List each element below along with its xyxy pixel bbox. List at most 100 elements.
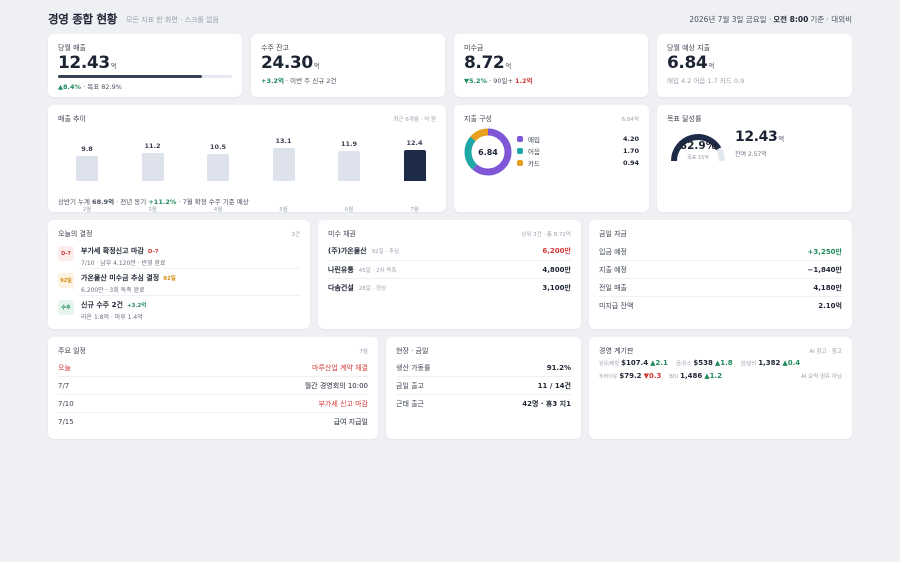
kpi-delta: ▼5.2% [464, 77, 488, 85]
header-time: 오전 8:00 [773, 14, 809, 24]
decision-title: 가온물산 미수금 추심 결정 [81, 274, 160, 282]
donut-slice [464, 128, 512, 176]
kpi-unit: 억 [313, 62, 320, 70]
schedule-row[interactable]: 7/15 급여 지급일 [58, 417, 368, 427]
econ-value: 1,382 [758, 359, 781, 367]
econ-line: 두바이유 $79.2 ▼0.3 BDI 1,486 ▲1.2 AI 요약 권유 아님 [599, 372, 842, 380]
bar-value-label: 11.2 [144, 141, 161, 150]
site-label: 생산 가동률 [396, 364, 431, 372]
schedule-row[interactable]: 7/7 월간 경영회의 10:00 [58, 381, 368, 391]
expense-donut-chart: 6.84 [464, 128, 512, 176]
site-value: 11 / 14건 [537, 382, 571, 390]
bar-value-label: 10.5 [209, 143, 227, 152]
receivable-row[interactable]: (주)가온물산 92일 · 추심 6,200만 [328, 246, 571, 256]
decision-item[interactable]: D-7 부가세 확정신고 마감 D-7 7/10 · 납부 4,120만 · 반영… [58, 246, 300, 267]
cash-row: 지출 예정 −1,840만 [599, 265, 842, 275]
receivable-row[interactable]: 다솜건설 28일 · 정상 3,100만 [328, 283, 571, 293]
today-decisions-card: 오늘의 결정 3건 D-7 부가세 확정신고 마감 D-7 7/10 · 납부 4… [48, 220, 310, 329]
schedule-row[interactable]: 오늘 마루산업 계약 체결 [58, 363, 368, 373]
kpi-note-text: · 90일+ [487, 77, 515, 85]
bar-value-label: 12.4 [406, 138, 423, 147]
schedule-date: 7/10 [58, 400, 74, 408]
econ-line: 원유/배럴 $107.4 ▲2.1 금/온스 $538 ▲1.8 원/달러 1,382 ▲0… [599, 359, 842, 367]
bar-month-label: 2월 [82, 207, 92, 212]
cash-value: −1,840만 [807, 266, 842, 274]
site-value: 42명 · 휴3 지1 [522, 400, 571, 408]
kpi-note: ▲8.4% · 목표 82.9% [58, 81, 122, 91]
site-row: 근태 출근 42명 · 휴3 지1 [396, 399, 571, 409]
econ-delta: ▲2.1 [650, 359, 668, 367]
receivable-name: (주)가온물산 [328, 247, 367, 255]
kpi-card-expense[interactable]: 당월 예상 지출 6.84 억 매입 4.2 어음 1.7 카드 0.9 [657, 34, 852, 97]
sales-bar [338, 150, 360, 181]
receivable-info: 45일 · 2차 독촉 [358, 268, 397, 274]
foot-text: 상반기 누계 [58, 198, 90, 206]
goal-value: 12.43 [735, 129, 778, 145]
goal-unit: 억 [778, 135, 785, 143]
bar-column: 12.4 [403, 138, 426, 181]
legend-item: 카드 0.94 [517, 158, 639, 168]
legend-value: 4.20 [622, 135, 639, 143]
kpi-note: 매입 4.2 어음 1.7 카드 0.9 [667, 77, 745, 85]
divider [328, 278, 571, 279]
kpi-card-receivable[interactable]: 미수금 8.72 억 ▼5.2% · 90일+ 1.2억 [454, 34, 648, 97]
receivable-row[interactable]: 나린유통 45일 · 2차 독촉 4,800만 [328, 265, 571, 275]
cash-label: 전일 매출 [599, 284, 627, 292]
kpi-unit: 억 [708, 62, 715, 70]
legend-value: 0.94 [622, 159, 639, 167]
schedule-row[interactable]: 7/10 부가세 신고 마감 [58, 399, 368, 409]
card-meta: 최근 6개월 · 억 원 [393, 117, 436, 123]
econ-key: 두바이유 [599, 374, 618, 380]
legend-label: 매입 [528, 136, 540, 144]
cash-value: 2.10억 [818, 302, 842, 310]
sales-bar [141, 152, 164, 181]
sales-bar [76, 156, 98, 181]
goal-card: 목표 달성률 82.9% 목표 15억 12.43 억 잔여 2.57억 [657, 105, 852, 212]
bar-column: 13.1 [272, 136, 295, 181]
econ-item: 금/온스 $538 ▲1.8 [676, 359, 733, 367]
legend-swatch [517, 136, 523, 142]
bar-month-label: 6월 [344, 207, 354, 212]
econ-item: BDI 1,486 ▲1.2 [669, 372, 722, 380]
decision-desc: 7/10 · 납부 4,120만 · 반영 완료 [81, 260, 166, 267]
decision-title: 부가세 확정신고 마감 [81, 247, 144, 255]
sales-bar [207, 154, 229, 181]
cash-row: 전일 매출 4,180만 [599, 283, 842, 293]
page-title: 경영 종합 현황 [48, 12, 118, 26]
receivable-name: 나린유통 [328, 266, 354, 274]
sales-bar [272, 147, 295, 181]
site-row: 생산 가동률 91.2% [396, 363, 571, 373]
cash-row: 입금 예정 +3,250만 [599, 247, 842, 257]
card-title: 주요 일정 [58, 347, 86, 355]
foot-value: 68.9억 [92, 198, 115, 206]
kpi-value: 12.43 [58, 53, 110, 73]
card-title: 매출 추이 [58, 115, 86, 123]
kpi-card-sales[interactable]: 당월 매출 12.43 억 ▲8.4% · 목표 82.9% [48, 34, 242, 97]
kpi-card-backlog[interactable]: 수주 잔고 24.30 억 +3.2억 · 이번 주 신규 2건 [251, 34, 445, 97]
divider [396, 394, 571, 395]
decision-item[interactable]: 수주 신규 수주 2건 +3.2억 라온 1.8억 · 마루 1.4억 [58, 300, 300, 321]
kpi-note: ▼5.2% · 90일+ 1.2억 [464, 75, 533, 85]
cash-label: 미지급 잔액 [599, 302, 634, 310]
card-title: 지출 구성 [464, 115, 492, 123]
decision-item[interactable]: 92일 가온물산 미수금 추심 결정 92일 6,200만 · 3회 독촉 완료 [58, 273, 300, 294]
econ-item: 원/달러 1,382 ▲0.4 [741, 359, 800, 367]
header-basis: 기준 · 대외비 [810, 14, 852, 24]
bar-value-label: 13.1 [275, 136, 292, 145]
legend-item: 어음 1.70 [517, 146, 639, 156]
card-meta: 7월 [359, 349, 368, 355]
decision-badge: D-7 [147, 249, 159, 255]
divider [78, 268, 300, 269]
divider [328, 260, 571, 261]
bar-value-label: 11.9 [340, 139, 358, 148]
bar-column: 9.8 [76, 145, 98, 181]
legend-swatch [517, 160, 523, 166]
card-title: 경영 계기판 [599, 347, 634, 355]
card-title: 오늘의 결정 [58, 230, 93, 238]
card-meta: 상위 3건 · 총 8.72억 [521, 232, 571, 238]
page-subtitle: 모든 지표 한 화면 · 스크롤 없음 [126, 16, 219, 24]
foot-delta: +11.2% [148, 198, 177, 206]
receivable-value: 6,200만 [542, 247, 571, 255]
bar-month-label: 7월 [410, 207, 419, 212]
target-progress-fill [58, 75, 203, 78]
